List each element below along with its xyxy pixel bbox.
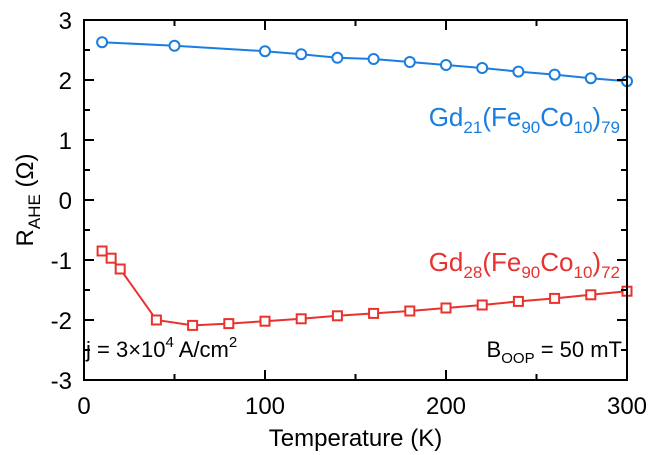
label-sub: 90 — [521, 263, 540, 282]
series-label-gd21: Gd21(Fe90Co10)79 — [429, 102, 620, 137]
y-tick-label: 3 — [59, 8, 72, 35]
series-0-point — [295, 48, 308, 61]
series-1-point — [585, 289, 597, 301]
series-0-point — [168, 39, 181, 52]
series-1-point — [150, 314, 162, 326]
y-tick-label: 2 — [59, 68, 72, 95]
label-part: (Fe — [482, 247, 521, 277]
label-sub: 28 — [463, 263, 482, 282]
field-annotation: BOOP = 50 mT — [487, 337, 622, 367]
label-part: Co — [540, 247, 573, 277]
series-0-point — [331, 51, 344, 64]
series-1-point — [404, 305, 416, 317]
series-0-point — [476, 62, 489, 74]
series-1-point — [259, 315, 271, 327]
series-1-point — [331, 310, 343, 322]
series-0-point — [259, 45, 271, 58]
series-1-point — [512, 295, 524, 307]
annot-part: j = 3×10 — [85, 337, 166, 362]
current-density-annotation: j = 3×104 A/cm2 — [85, 334, 237, 362]
series-1-point — [549, 292, 561, 304]
y-tick-label: 1 — [59, 128, 72, 155]
series-0-point — [440, 59, 452, 71]
label-part: (Fe — [482, 102, 521, 132]
y-axis-title-main: R — [12, 229, 39, 246]
series-0-point — [548, 68, 561, 81]
series-0-point — [403, 56, 416, 68]
annot-sub: OOP — [501, 350, 534, 367]
annot-part: = 50 mT — [535, 337, 622, 362]
series-layer — [96, 36, 633, 331]
annot-sup: 2 — [229, 334, 237, 351]
label-part: Co — [540, 102, 573, 132]
series-1-point — [476, 299, 488, 311]
y-tick-label: -2 — [51, 308, 72, 335]
y-axis-title-sub: AHE — [25, 194, 44, 229]
annot-part: B — [487, 337, 502, 362]
series-1-point — [223, 318, 235, 330]
series-1-point — [96, 245, 108, 257]
series-1-point — [440, 302, 452, 314]
x-tick-label: 100 — [245, 393, 285, 420]
annot-part: A/cm — [174, 337, 229, 362]
series-label-gd28: Gd28(Fe90Co10)72 — [429, 247, 620, 282]
label-sub: 21 — [463, 118, 482, 137]
label-part: ) — [592, 247, 601, 277]
annot-sup: 4 — [166, 334, 174, 351]
x-tick-label: 200 — [426, 393, 466, 420]
y-tick-label: -1 — [51, 248, 72, 275]
y-tick-label: -3 — [51, 368, 72, 395]
series-1-point — [368, 307, 380, 319]
label-sub: 90 — [521, 118, 540, 137]
label-sub: 72 — [601, 263, 620, 282]
y-axis-title-unit: (Ω) — [12, 154, 39, 195]
y-tick-label: 0 — [59, 188, 72, 215]
y-axis-title: RAHE (Ω) — [12, 154, 44, 247]
label-part: ) — [592, 102, 601, 132]
series-1-point — [295, 313, 307, 325]
series-0-point — [367, 53, 380, 65]
series-0-point — [96, 36, 109, 49]
series-1-point — [114, 263, 126, 275]
series-line-0 — [102, 41, 628, 83]
label-part: Gd — [429, 247, 464, 277]
label-sub: 79 — [601, 118, 620, 137]
series-0-point — [584, 72, 597, 85]
label-part: Gd — [429, 102, 464, 132]
x-tick-label: 300 — [607, 393, 647, 420]
series-1-point — [187, 319, 199, 331]
label-sub: 10 — [573, 118, 592, 137]
series-0-point — [512, 65, 525, 78]
series-1-point — [105, 252, 117, 264]
label-sub: 10 — [573, 263, 592, 282]
x-axis-title: Temperature (K) — [269, 425, 442, 452]
x-tick-label: 0 — [77, 393, 90, 420]
